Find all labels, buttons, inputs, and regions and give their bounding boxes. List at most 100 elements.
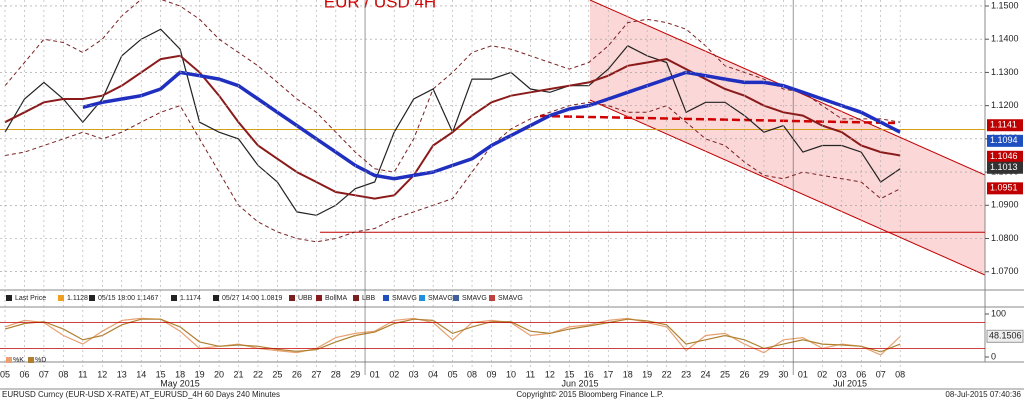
legend-label: 05/15 18:00 1.1467 — [98, 295, 158, 302]
x-tick-label: 02 — [817, 369, 827, 379]
x-tick-label: 10 — [506, 369, 516, 379]
x-tick-label: 25 — [720, 369, 730, 379]
x-tick-label: 26 — [739, 369, 749, 379]
x-tick-label: 23 — [681, 369, 691, 379]
legend-label: %K — [13, 357, 24, 364]
series-line — [4, 101, 901, 243]
month-label: May 2015 — [160, 378, 200, 388]
series-line — [4, 318, 901, 353]
last-value-box — [987, 182, 1023, 195]
legend-label: 05/27 14:00 1.0819 — [222, 295, 282, 302]
legend-label: LBB — [362, 295, 376, 302]
last-value-label: 1.0951 — [990, 183, 1018, 193]
stoch-plot — [4, 317, 901, 356]
x-tick-label: 02 — [389, 369, 399, 379]
last-value-box — [987, 161, 1023, 174]
x-tick-label: 07 — [39, 369, 49, 379]
x-tick-label: 01 — [370, 369, 380, 379]
legend-label: 1.1128 — [67, 295, 88, 302]
last-value-label: 1.1094 — [990, 135, 1018, 145]
x-tick-label: 25 — [272, 369, 282, 379]
x-tick-label: 05 — [448, 369, 458, 379]
trend-line — [539, 114, 896, 125]
last-value-box — [986, 329, 1024, 343]
footer-left: EURUSD Curncy (EUR-USD X-RATE) AT_EURUSD… — [2, 390, 280, 399]
x-tick-label: 09 — [486, 369, 496, 379]
x-tick-label: 17 — [603, 369, 613, 379]
x-tick-label: 16 — [584, 369, 594, 379]
x-tick-label: 14 — [136, 369, 146, 379]
legend-swatch — [383, 295, 389, 301]
x-tick-label: 20 — [214, 369, 224, 379]
y-tick-label: 1.1300 — [991, 67, 1019, 77]
x-tick-label: 11 — [78, 369, 87, 379]
legend-swatch — [6, 295, 12, 301]
legend-label: %D — [35, 357, 46, 364]
legend-label: UBB — [298, 295, 313, 302]
y-tick-label: 0 — [991, 351, 996, 361]
legend-label: 1.1174 — [180, 295, 201, 302]
y-tick-label: 100 — [991, 308, 1006, 318]
legend-swatch — [213, 295, 219, 301]
x-tick-label: 13 — [117, 369, 127, 379]
legend-swatch — [419, 295, 425, 301]
y-tick-label: 1.0700 — [991, 266, 1019, 276]
last-value-label: 1.1141 — [990, 120, 1017, 130]
footer-right: 08-Jul-2015 07:40:36 — [945, 390, 1021, 399]
legend-label: Last Price — [15, 295, 46, 302]
legend-label: BollMA — [325, 295, 348, 302]
legend-label: SMAVG — [428, 295, 453, 302]
legend-swatch — [58, 295, 64, 301]
last-value-label: 1.1046 — [990, 151, 1018, 161]
last-value-box — [987, 134, 1023, 147]
x-tick-label: 01 — [798, 369, 808, 379]
legend-label: SMAVG — [392, 295, 417, 302]
x-tick-label: 28 — [331, 369, 341, 379]
legend-swatch — [289, 295, 295, 301]
x-tick-label: 15 — [564, 369, 574, 379]
legend-label: SMAVG — [498, 295, 523, 302]
x-tick-label: 29 — [759, 369, 769, 379]
last-value-box — [987, 119, 1023, 132]
series-line — [4, 54, 901, 200]
x-tick-label: 04 — [428, 369, 438, 379]
legend-swatch — [453, 295, 459, 301]
x-tick-label: 26 — [292, 369, 302, 379]
x-tick-label: 19 — [195, 369, 205, 379]
x-tick-label: 21 — [234, 369, 244, 379]
last-value-label: 1.1013 — [990, 162, 1018, 172]
last-value-box — [987, 150, 1023, 163]
y-tick-label: 1.1500 — [991, 0, 1019, 10]
footer-center: Copyright© 2015 Bloomberg Finance L.P. — [516, 390, 663, 399]
x-tick-label: 08 — [58, 369, 68, 379]
legend-swatch — [353, 295, 359, 301]
x-tick-label: 12 — [97, 369, 107, 379]
legend-swatch — [89, 295, 95, 301]
x-tick-label: 11 — [526, 369, 535, 379]
x-tick-label: 29 — [350, 369, 360, 379]
x-tick-label: 12 — [545, 369, 555, 379]
channel-fill — [590, 0, 985, 275]
month-label: Jun 2015 — [561, 378, 598, 388]
legend-label: SMAVG — [462, 295, 487, 302]
series-line — [4, 0, 901, 173]
legend-swatch — [171, 295, 177, 301]
legend-swatch — [489, 295, 495, 301]
y-tick-label: 1.1200 — [991, 100, 1019, 110]
last-value-label: 48.1506 — [989, 331, 1022, 341]
x-tick-label: 18 — [175, 369, 185, 379]
x-tick-label: 19 — [642, 369, 652, 379]
x-tick-label: 22 — [662, 369, 672, 379]
x-tick-label: 08 — [895, 369, 905, 379]
x-tick-label: 08 — [467, 369, 477, 379]
y-tick-label: 1.0800 — [991, 233, 1019, 243]
x-tick-label: 22 — [253, 369, 263, 379]
month-label: Jul 2015 — [833, 378, 867, 388]
x-tick-label: 03 — [409, 369, 419, 379]
x-tick-label: 03 — [837, 369, 847, 379]
x-tick-label: 18 — [623, 369, 633, 379]
y-tick-label: 1.1400 — [991, 34, 1019, 44]
legend-swatch — [28, 357, 34, 363]
